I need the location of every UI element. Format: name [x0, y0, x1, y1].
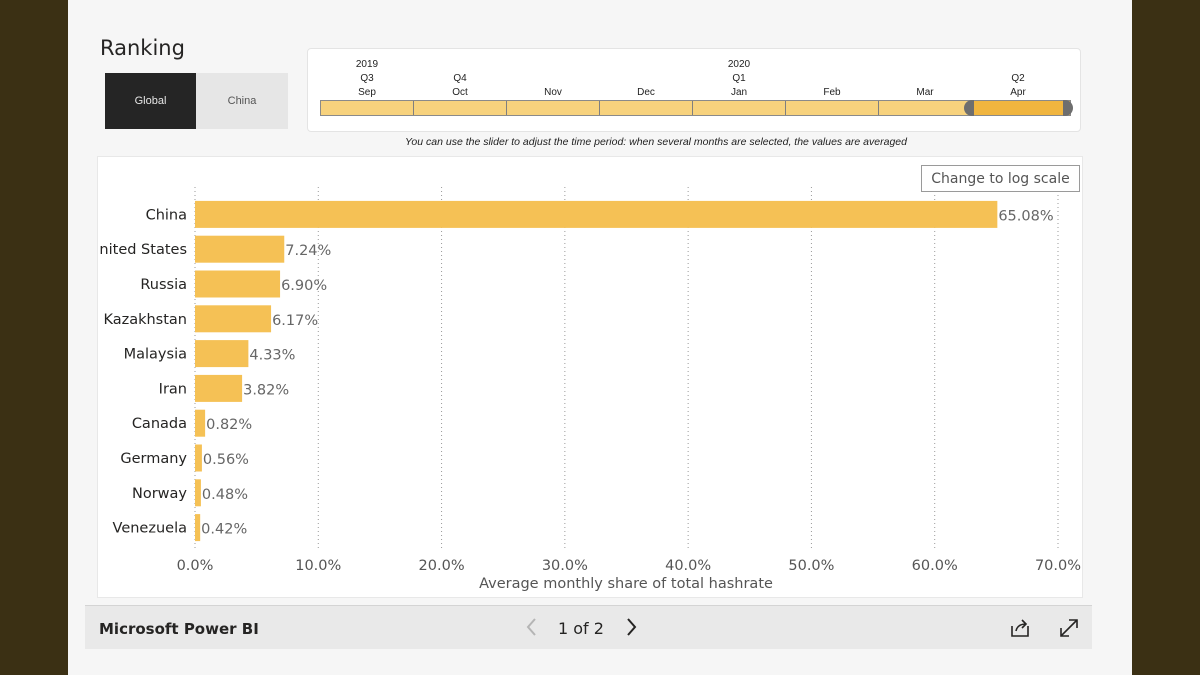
data-label: 7.24% — [285, 243, 331, 259]
timeline-month-label: Nov — [544, 87, 562, 98]
category-label: Venezuela — [113, 521, 187, 537]
timeline-month-label: Oct — [452, 87, 468, 98]
bar[interactable] — [195, 409, 206, 437]
bar[interactable] — [195, 340, 249, 368]
timeline-divider — [599, 101, 600, 115]
timeline-month-label: Jan — [730, 87, 748, 98]
timeline-divider — [506, 101, 507, 115]
share-icon — [1011, 619, 1029, 637]
footer-bar — [85, 605, 1092, 649]
slider-handle-end[interactable] — [1063, 100, 1073, 116]
category-label: nited States — [99, 242, 187, 258]
x-tick-label: 20.0% — [419, 558, 465, 574]
category-label: Canada — [132, 416, 187, 432]
timeline-month-label: Dec — [637, 87, 655, 98]
category-label: Germany — [120, 451, 187, 467]
timeline-divider — [785, 101, 786, 115]
timeline-divider — [692, 101, 693, 115]
expand-icon — [1060, 619, 1078, 637]
ranking-title: Ranking — [100, 36, 185, 60]
data-label: 0.82% — [206, 417, 252, 433]
timeline-month-label: Sep — [358, 87, 376, 98]
data-label: 65.08% — [998, 208, 1053, 224]
expand-button[interactable] — [1057, 616, 1081, 640]
x-tick-label: 40.0% — [665, 558, 711, 574]
next-page-button[interactable] — [620, 613, 642, 641]
timeline-quarter-label: Q3 — [360, 73, 374, 84]
x-tick-label: 30.0% — [542, 558, 588, 574]
log-scale-button[interactable]: Change to log scale — [921, 165, 1080, 192]
bar[interactable] — [195, 235, 285, 263]
timeline-slider-track[interactable] — [320, 100, 1071, 116]
labels: 0.0% 10.0% 20.0% 30.0% 40.0% 50.0% 60.0% 70.0% C… — [99, 207, 1081, 574]
time-slicer — [307, 48, 1081, 132]
power-bi-brand: Microsoft Power BI — [99, 620, 259, 638]
bar[interactable] — [195, 374, 243, 402]
data-label: 0.42% — [201, 522, 247, 538]
bar[interactable] — [195, 479, 201, 507]
x-tick-label: 70.0% — [1035, 558, 1081, 574]
chevron-left-icon — [526, 618, 536, 636]
x-axis-title: Average monthly share of total hashrate — [479, 576, 773, 592]
timeline-divider — [878, 101, 879, 115]
global-button[interactable]: Global — [105, 73, 196, 129]
timeline-month-label: Apr — [1010, 87, 1026, 98]
slider-note: You can use the slider to adjust the tim… — [405, 136, 907, 148]
timeline-quarter-label: Q2 — [1011, 73, 1025, 84]
data-label: 4.33% — [249, 348, 295, 364]
timeline-month-label: Mar — [916, 87, 934, 98]
bar[interactable] — [195, 200, 998, 228]
page-indicator: 1 of 2 — [558, 619, 604, 638]
data-label: 0.56% — [203, 452, 249, 468]
bar[interactable] — [195, 270, 281, 298]
timeline-quarter-label: Q4 — [453, 73, 467, 84]
timeline-divider — [413, 101, 414, 115]
china-button[interactable]: China — [196, 73, 288, 129]
category-label: Kazakhstan — [103, 312, 187, 328]
bar[interactable] — [195, 514, 201, 542]
x-tick-label: 60.0% — [912, 558, 958, 574]
slider-handle-start[interactable] — [964, 100, 974, 116]
bars — [195, 200, 998, 542]
category-label: China — [146, 207, 187, 223]
grid-lines — [194, 187, 1059, 550]
timeline-year-label: 2020 — [727, 59, 751, 70]
x-tick-label: 50.0% — [788, 558, 834, 574]
data-label: 6.17% — [272, 313, 318, 329]
chart-container — [97, 156, 1083, 598]
timeline-selected-range — [972, 101, 1070, 115]
category-label: Russia — [140, 277, 187, 293]
timeline-year-label: 2019 — [355, 59, 379, 70]
category-label: Norway — [132, 486, 187, 502]
share-button[interactable] — [1008, 616, 1032, 640]
x-tick-label: 10.0% — [295, 558, 341, 574]
bar[interactable] — [195, 305, 272, 333]
category-label: Malaysia — [124, 347, 187, 363]
data-label: 3.82% — [243, 382, 289, 398]
data-label: 6.90% — [281, 278, 327, 294]
timeline-month-label: Feb — [823, 87, 841, 98]
bar[interactable] — [195, 444, 202, 472]
previous-page-button[interactable] — [521, 613, 543, 641]
data-label: 0.48% — [202, 487, 248, 503]
chevron-right-icon — [627, 618, 637, 636]
x-tick-label: 0.0% — [177, 558, 214, 574]
timeline-quarter-label: Q1 — [732, 73, 746, 84]
category-label: Iran — [159, 381, 187, 397]
